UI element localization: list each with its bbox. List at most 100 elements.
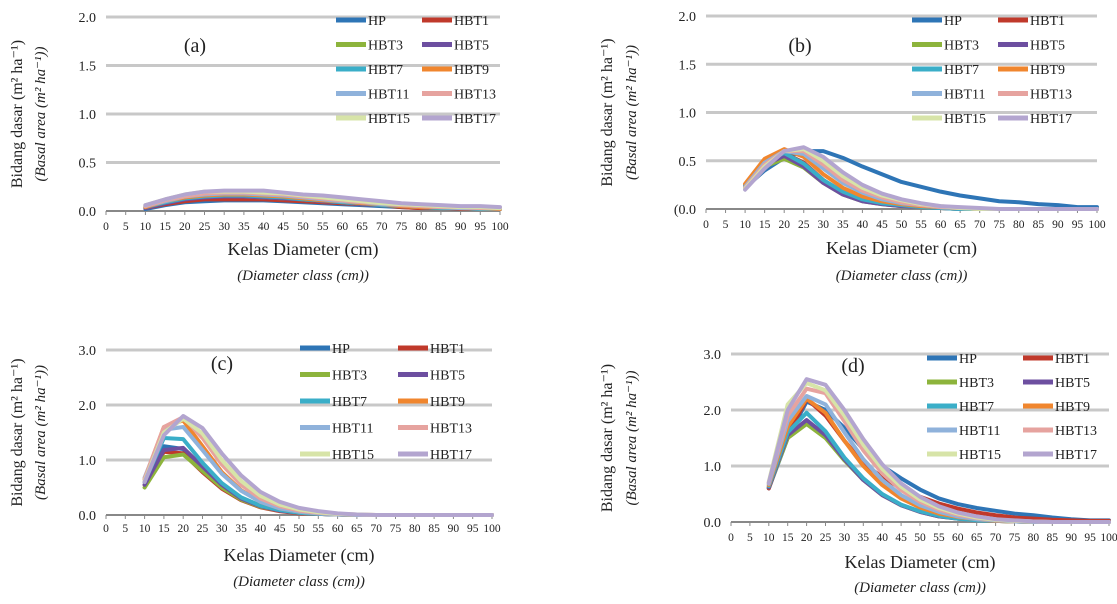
y-axis-title: Bidang dasar (m² ha⁻¹) (9, 358, 26, 506)
x-tick-label: 75 (1009, 532, 1021, 544)
legend-label: HBT13 (1055, 424, 1097, 439)
y-tick-label: 0.0 (79, 509, 97, 524)
legend-label: HBT9 (1055, 400, 1090, 415)
y-tick-label: 2.0 (79, 399, 97, 414)
legend-label: HBT5 (1030, 39, 1065, 54)
x-tick-label: 35 (238, 221, 250, 233)
x-tick-label: 40 (258, 221, 270, 233)
x-tick-label: 50 (297, 221, 309, 233)
x-tick-label: 80 (409, 523, 421, 535)
x-tick-label: 65 (954, 219, 966, 231)
x-tick-label: 10 (739, 219, 751, 231)
x-tick-label: 70 (376, 221, 388, 233)
x-tick-label: 20 (778, 219, 790, 231)
x-tick-label: 30 (839, 532, 851, 544)
x-tick-label: 65 (351, 523, 363, 535)
series-line-hbt5 (743, 153, 1099, 211)
legend-label: HBT9 (430, 395, 465, 410)
series-line-hbt11 (142, 425, 494, 517)
panel-label: (b) (788, 35, 811, 57)
x-tick-label: 55 (915, 219, 927, 231)
x-tick-label: 90 (455, 221, 467, 233)
legend-label: HBT1 (1055, 352, 1090, 367)
x-tick-label: 40 (857, 219, 869, 231)
x-tick-label: 25 (820, 532, 832, 544)
legend-label: HBT7 (332, 395, 367, 410)
x-tick-label: 85 (1047, 532, 1059, 544)
x-tick-label: 75 (390, 523, 402, 535)
y-axis-title-english: (Basal area (m² ha⁻¹)) (624, 370, 640, 505)
y-tick-label: 1.0 (79, 454, 97, 469)
legend-label: HBT3 (332, 369, 367, 384)
x-tick-label: 15 (782, 532, 794, 544)
legend-label: HBT3 (959, 376, 994, 391)
panel-label: (a) (184, 35, 206, 57)
x-tick-label: 5 (747, 532, 753, 544)
legend-label: HBT9 (454, 63, 489, 78)
legend-label: HP (959, 352, 977, 367)
x-axis-title: Kelas Diameter (cm) (224, 545, 375, 566)
x-tick-label: 65 (971, 532, 983, 544)
legend-label: HBT15 (332, 448, 374, 463)
legend-label: HP (332, 342, 350, 357)
y-tick-label: 0.5 (679, 155, 697, 170)
x-axis-title-english: (Diameter class (cm)) (836, 268, 968, 284)
legend-label: HBT13 (430, 422, 472, 437)
x-tick-label: 30 (216, 523, 228, 535)
x-tick-label: 5 (723, 219, 729, 231)
x-tick-label: 65 (356, 221, 368, 233)
x-tick-label: 70 (990, 532, 1002, 544)
chart-panel-a: 0.0 0.5 1.0 1.5 2.0 0 5 10 15 20 25 30 35 40 45 50 55 60 6… (9, 11, 509, 284)
legend-label: HBT13 (454, 88, 496, 103)
legend-label: HBT11 (959, 424, 1000, 439)
y-axis-title: Bidang dasar (m² ha⁻¹) (9, 40, 26, 188)
x-tick-label: 100 (483, 523, 501, 535)
legend-label: HBT1 (430, 342, 465, 357)
x-tick-label: 85 (435, 221, 447, 233)
chart-panel-d: 0.0 1.0 2.0 3.0 0 5 10 15 20 25 30 35 40 45 50 55 60 65 70… (599, 348, 1117, 596)
x-tick-label: 70 (370, 523, 382, 535)
x-tick-label: 60 (952, 532, 964, 544)
x-tick-label: 15 (759, 219, 771, 231)
y-axis-title-english: (Basal area (m² ha⁻¹)) (624, 45, 640, 180)
x-tick-label: 35 (858, 532, 870, 544)
legend-label: HBT5 (1055, 376, 1090, 391)
legend-label: HBT1 (454, 14, 489, 29)
y-tick-label: 3.0 (79, 344, 97, 359)
legend-label: HP (368, 14, 386, 29)
y-tick-label: 1.5 (679, 58, 697, 73)
x-tick-label: 90 (448, 523, 460, 535)
x-tick-label: 50 (293, 523, 305, 535)
series-line-hbt17 (143, 188, 502, 210)
x-axis-title-english: (Diameter class (cm)) (237, 268, 369, 284)
legend-label: HBT1 (1030, 14, 1065, 29)
y-tick-label: 0.0 (704, 516, 722, 531)
x-tick-label: 10 (139, 523, 151, 535)
x-tick-label: 75 (396, 221, 408, 233)
x-tick-label: 85 (428, 523, 440, 535)
x-tick-label: 100 (1088, 219, 1106, 231)
legend-label: HBT5 (454, 39, 489, 54)
x-tick-label: 90 (1065, 532, 1077, 544)
x-tick-label: 5 (122, 523, 128, 535)
y-tick-label: (0.0 (674, 203, 696, 218)
x-tick-label: 45 (274, 523, 286, 535)
x-tick-label: 100 (491, 221, 509, 233)
series-line-hbt17 (142, 414, 494, 517)
y-tick-label: 0.5 (79, 157, 97, 172)
legend-label: HBT11 (368, 88, 409, 103)
x-tick-label: 20 (177, 523, 189, 535)
y-tick-label: 2.0 (704, 404, 722, 419)
x-tick-label: 45 (895, 532, 907, 544)
legend-label: HBT13 (1030, 88, 1072, 103)
x-tick-label: 20 (801, 532, 813, 544)
y-tick-label: 3.0 (704, 348, 722, 363)
x-tick-label: 50 (896, 219, 908, 231)
x-tick-label: 0 (103, 221, 109, 233)
series-line-hp (766, 399, 1111, 523)
legend-label: HBT17 (430, 448, 472, 463)
y-tick-label: 1.0 (679, 107, 697, 122)
y-tick-label: 1.0 (79, 108, 97, 123)
legend-label: HBT17 (1030, 112, 1072, 127)
